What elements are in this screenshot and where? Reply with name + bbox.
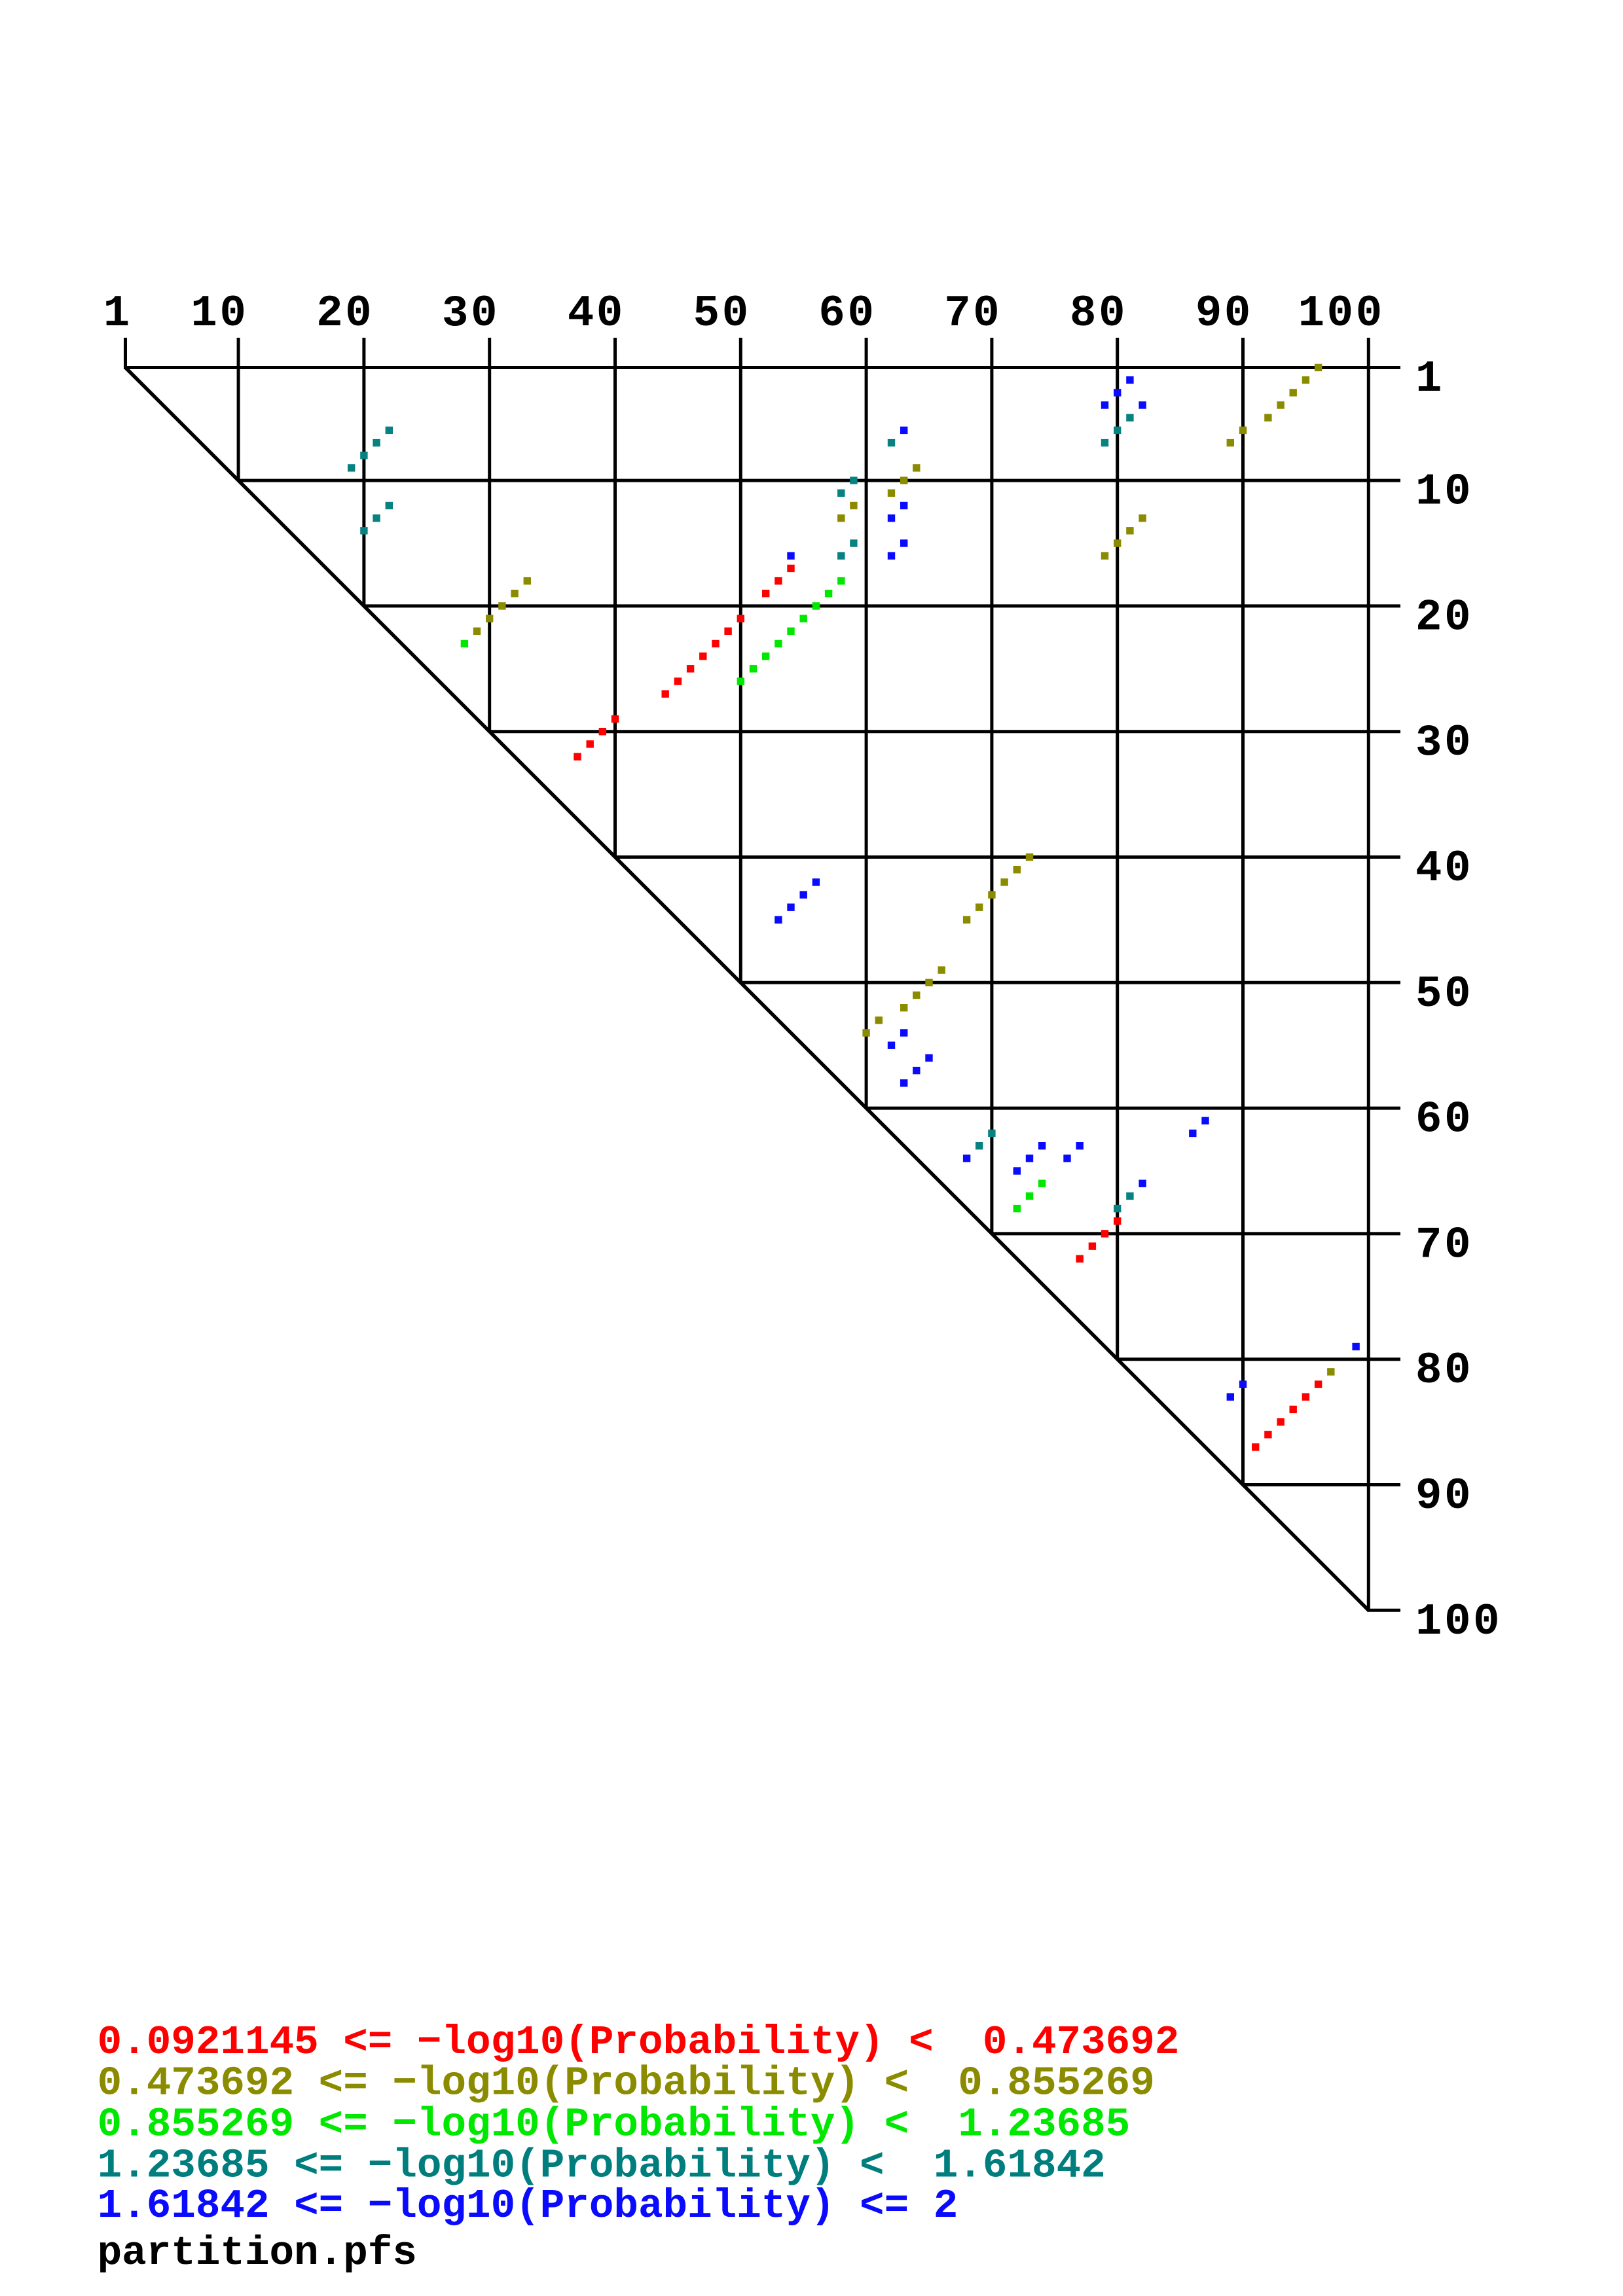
svg-text:80: 80	[1415, 1346, 1473, 1396]
svg-text:10: 10	[1415, 468, 1473, 518]
svg-text:30: 30	[442, 289, 500, 339]
svg-text:1.23685 <= −log10(Probability): 1.23685 <= −log10(Probability) < 1.61842	[98, 2143, 1106, 2189]
svg-text:40: 40	[1415, 844, 1473, 894]
svg-text:60: 60	[818, 289, 876, 339]
svg-text:100: 100	[1415, 1598, 1502, 1647]
svg-text:70: 70	[1415, 1221, 1473, 1270]
svg-text:1: 1	[1415, 355, 1444, 404]
svg-text:10: 10	[191, 289, 248, 339]
svg-text:30: 30	[1415, 719, 1473, 768]
svg-text:0.473692 <= −log10(Probability: 0.473692 <= −log10(Probability) < 0.8552…	[98, 2060, 1155, 2107]
svg-text:50: 50	[693, 289, 751, 339]
svg-text:50: 50	[1415, 970, 1473, 1020]
svg-text:70: 70	[944, 289, 1002, 339]
svg-text:1: 1	[103, 289, 132, 339]
svg-text:20: 20	[1415, 593, 1473, 643]
svg-text:20: 20	[316, 289, 374, 339]
svg-text:0.0921145 <= −log10(Probabilit: 0.0921145 <= −log10(Probability) < 0.473…	[98, 2019, 1180, 2066]
svg-text:90: 90	[1195, 289, 1253, 339]
svg-text:60: 60	[1415, 1096, 1473, 1145]
svg-text:80: 80	[1070, 289, 1127, 339]
svg-text:0.855269 <= −log10(Probability: 0.855269 <= −log10(Probability) < 1.2368…	[98, 2102, 1131, 2148]
svg-text:90: 90	[1415, 1472, 1473, 1522]
svg-text:partition.pfs: partition.pfs	[98, 2230, 417, 2276]
svg-text:1.61842 <= −log10(Probability): 1.61842 <= −log10(Probability) <= 2	[98, 2183, 958, 2229]
svg-text:100: 100	[1298, 289, 1385, 339]
svg-text:40: 40	[568, 289, 625, 339]
